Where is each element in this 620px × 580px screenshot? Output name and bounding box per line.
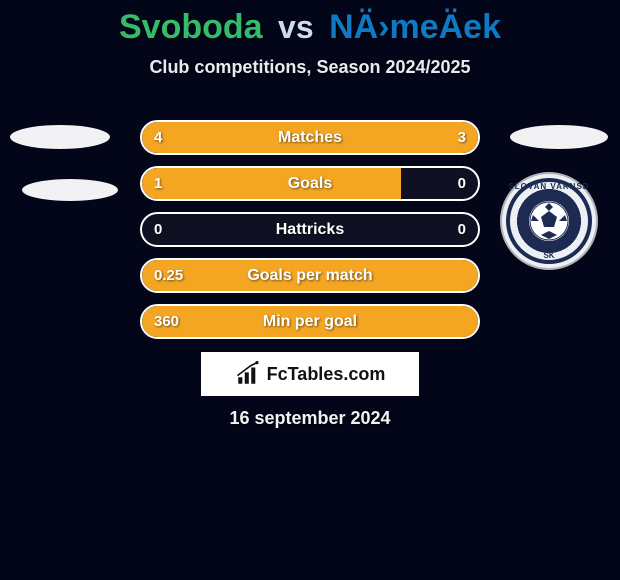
bar-row-goals: 1 Goals 0 (140, 166, 480, 201)
bar-label: Hattricks (142, 214, 478, 245)
badge-text-wrap: SLOVAN VARNSD SK (500, 172, 598, 270)
comparison-chart: 4 Matches 3 1 Goals 0 0 Hattricks 0 0.25… (140, 120, 480, 350)
fctables-logo: FcTables.com (201, 352, 419, 396)
vs-text: vs (278, 9, 314, 45)
player2-name: NÄ›meÄek (329, 8, 501, 46)
player2-ellipse-1 (510, 125, 608, 149)
bar-label: Matches (142, 122, 478, 153)
bar-label: Goals (142, 168, 478, 199)
bar-value-right: 0 (458, 214, 466, 245)
bar-label: Min per goal (142, 306, 478, 337)
bar-row-mpg: 360 Min per goal (140, 304, 480, 339)
comparison-title: Svoboda vs NÄ›meÄek (0, 0, 620, 47)
bar-label: Goals per match (142, 260, 478, 291)
bar-chart-icon (235, 361, 261, 387)
logo-text: FcTables.com (267, 364, 386, 385)
badge-text-top: SLOVAN VARNSD (500, 182, 598, 191)
badge-text-bot: SK (500, 251, 598, 260)
player1-ellipse-1 (10, 125, 110, 149)
player1-name: Svoboda (119, 8, 263, 46)
player1-ellipse-2 (22, 179, 118, 201)
date-text: 16 september 2024 (0, 408, 620, 429)
bar-value-right: 3 (458, 122, 466, 153)
club-badge: SLOVAN VARNSD SK (500, 172, 598, 270)
bar-value-right: 0 (458, 168, 466, 199)
bar-row-matches: 4 Matches 3 (140, 120, 480, 155)
bar-row-gpm: 0.25 Goals per match (140, 258, 480, 293)
bar-row-hattricks: 0 Hattricks 0 (140, 212, 480, 247)
subtitle: Club competitions, Season 2024/2025 (0, 57, 620, 78)
